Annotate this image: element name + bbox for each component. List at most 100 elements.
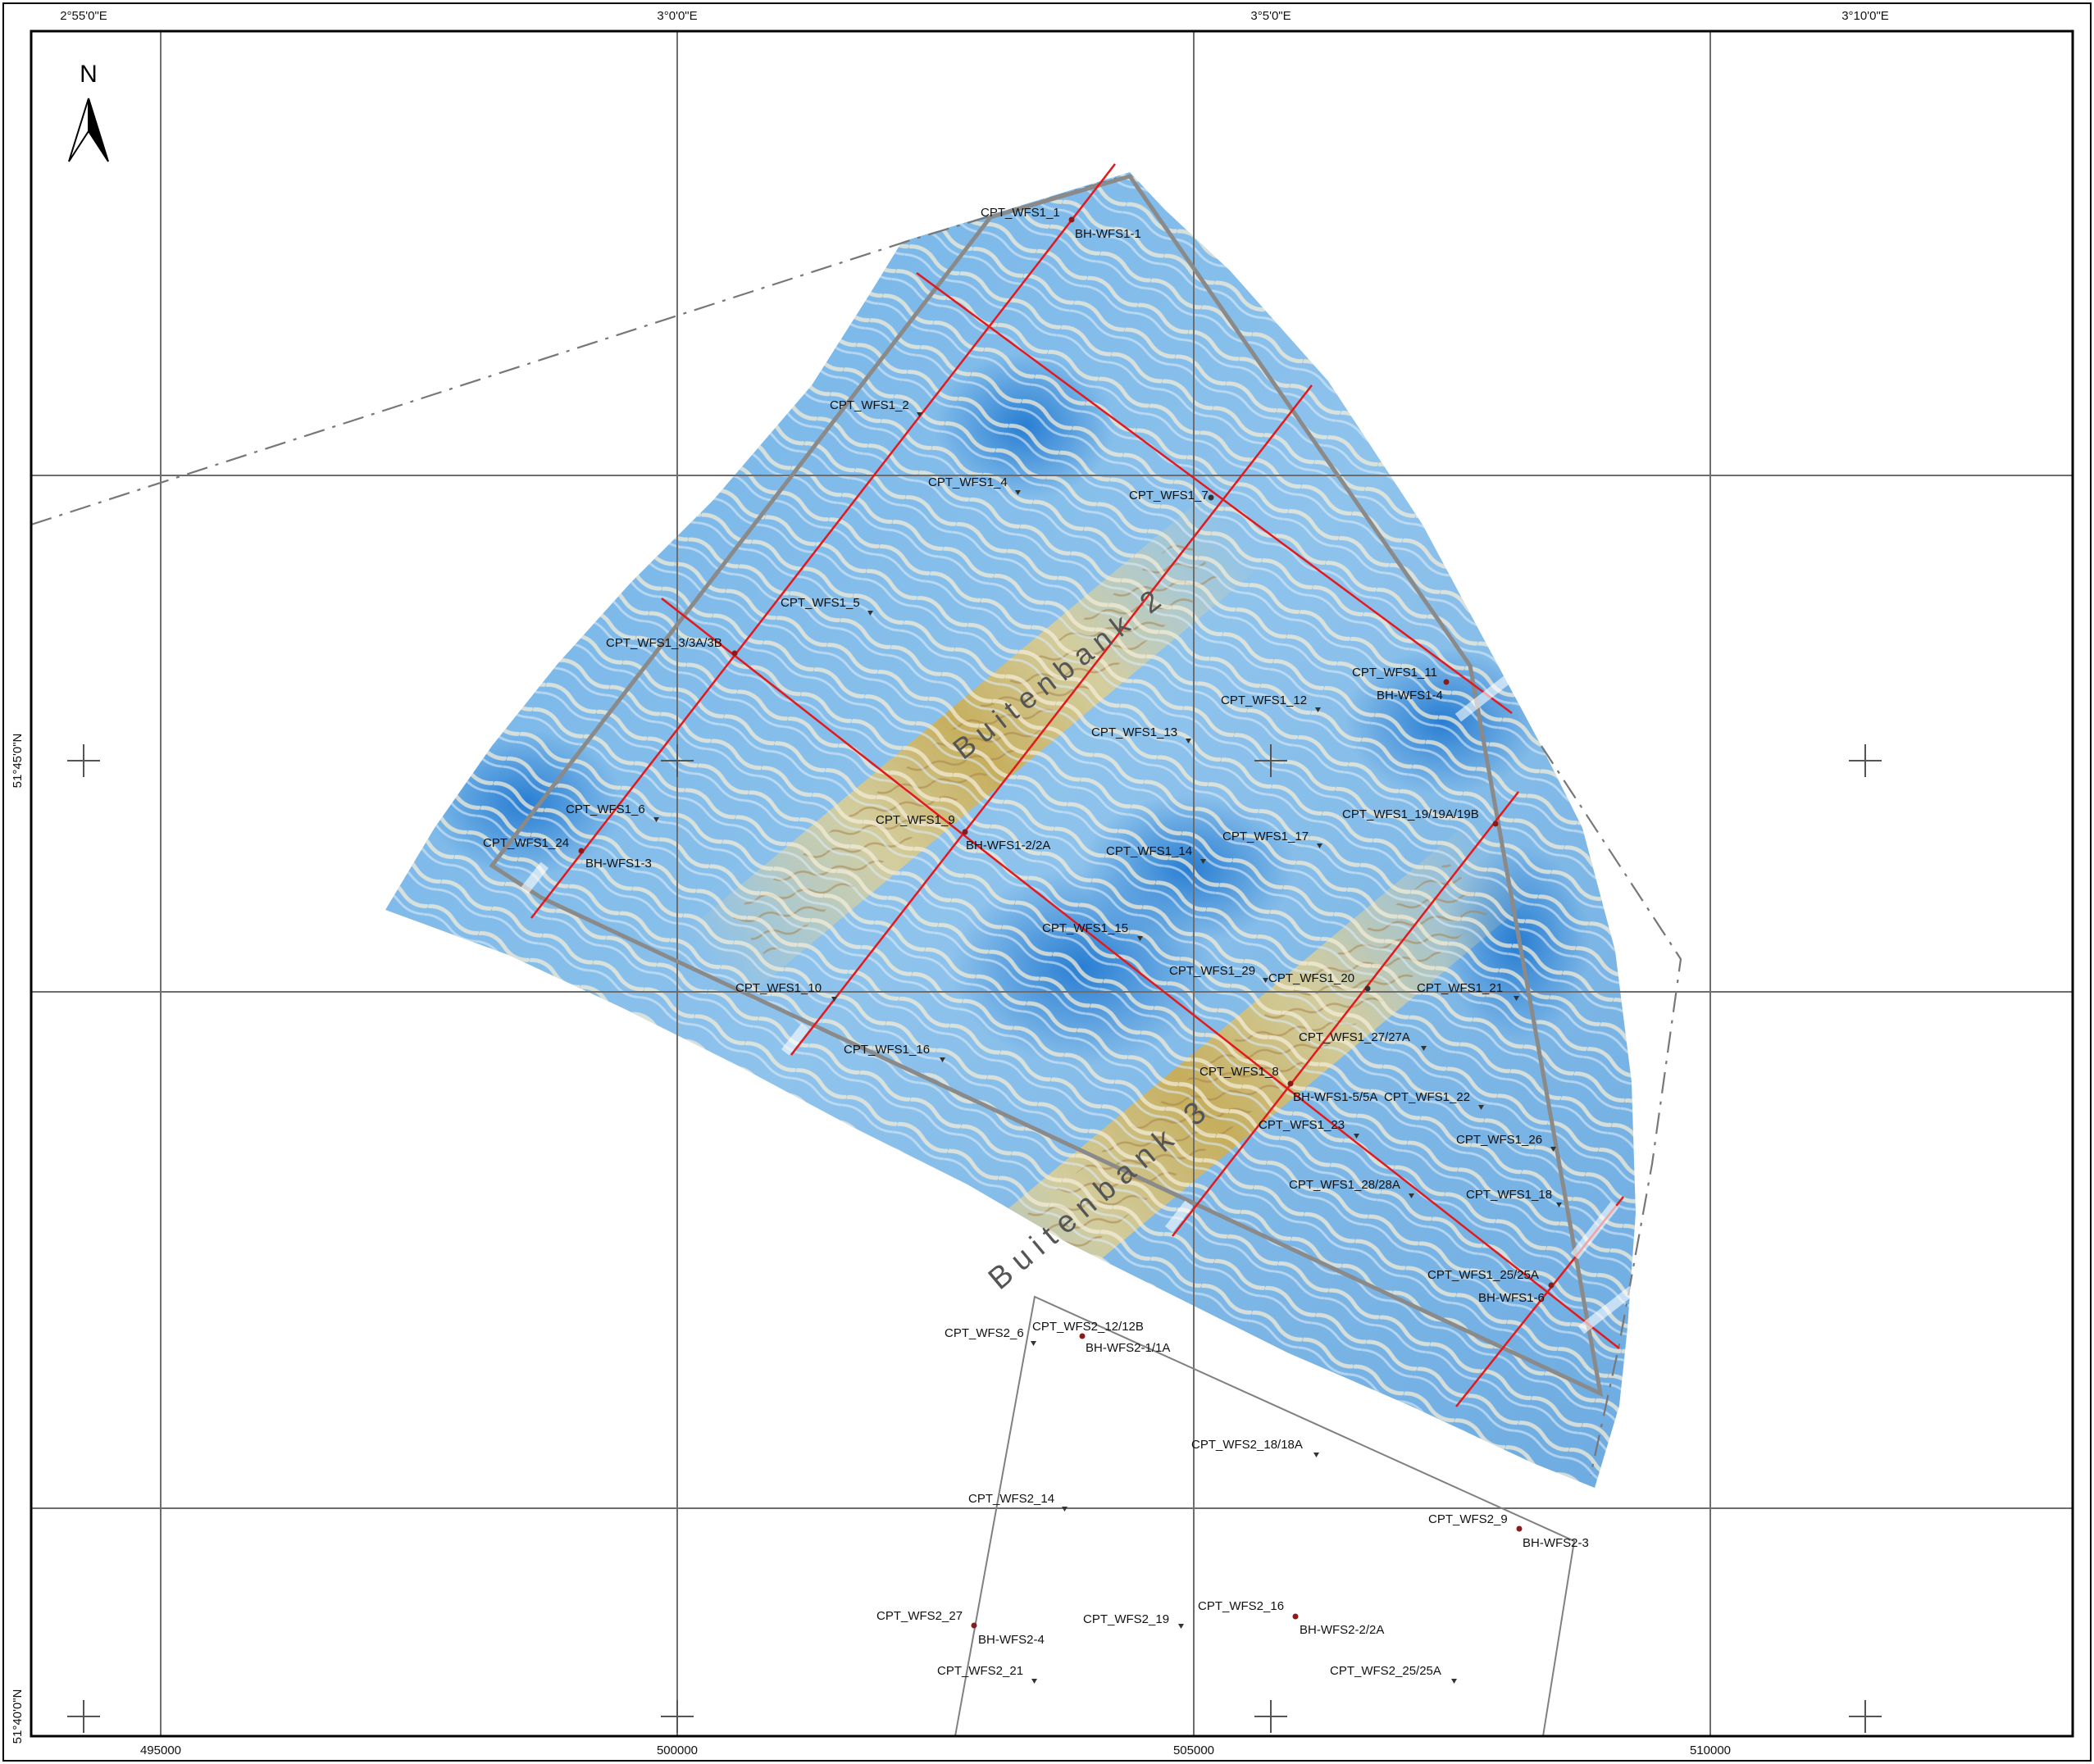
cpt-marker (1031, 1679, 1037, 1684)
point-label: BH-WFS2-1/1A (1086, 1341, 1170, 1355)
point-label: CPT_WFS1_21 (1417, 981, 1503, 995)
point-label: BH-WFS1-4 (1377, 689, 1443, 702)
lat-label: 51°40'0"N (11, 1689, 25, 1744)
cpt-marker (1200, 859, 1206, 864)
point-label: CPT_WFS1_9 (876, 813, 955, 827)
point-label: CPT_WFS1_6 (566, 802, 645, 816)
cpt-marker (917, 412, 922, 417)
point-label: CPT_WFS1_7 (1129, 489, 1209, 502)
graticule-cross (67, 1700, 100, 1733)
point-label: CPT_WFS1_17 (1222, 830, 1309, 843)
graticule-cross (661, 744, 694, 777)
point-label: CPT_WFS2_27 (876, 1609, 963, 1623)
cpt-marker (831, 997, 837, 1002)
line-tag (520, 862, 549, 894)
map-grid (31, 31, 2073, 1736)
point-label: CPT_WFS1_19/19A/19B (1342, 807, 1479, 821)
bh-marker (1287, 1080, 1294, 1087)
cpt-marker (1556, 1203, 1562, 1207)
north-arrow-icon (68, 98, 89, 162)
wfs2-boundary (954, 1295, 1576, 1737)
cpt-marker (1313, 1453, 1319, 1457)
cpt-marker (653, 817, 659, 822)
survey-line (530, 163, 1116, 919)
point-label: BH-WFS2-4 (978, 1633, 1045, 1647)
line-tag (1577, 1285, 1637, 1334)
point-label: CPT_WFS1_24 (483, 836, 569, 850)
survey-line (916, 271, 1513, 715)
cpt-marker (867, 611, 873, 616)
bh-marker (1548, 1282, 1555, 1289)
cpt-marker (1263, 978, 1268, 983)
easting-label: 495000 (140, 1744, 181, 1757)
point-label: BH-WFS2-2/2A (1300, 1623, 1384, 1637)
lat-label: 51°45'0"N (11, 734, 25, 789)
point-label: CPT_WFS1_22 (1384, 1090, 1470, 1104)
easting-label: 505000 (1173, 1744, 1214, 1757)
graticule-cross (1849, 1700, 1882, 1733)
point-label: BH-WFS1-3 (585, 857, 652, 871)
north-arrow: N (68, 61, 109, 162)
point-label: CPT_WFS1_25/25A (1427, 1268, 1539, 1282)
point-label: BH-WFS1-1 (1075, 227, 1141, 241)
point-label: CPT_WFS1_8 (1199, 1065, 1279, 1079)
point-label: CPT_WFS1_2 (830, 398, 909, 412)
point-label: CPT_WFS2_21 (937, 1664, 1023, 1678)
cpt-marker (1315, 707, 1321, 712)
cpt-marker (1451, 1679, 1457, 1684)
point-label: CPT_WFS2_6 (945, 1326, 1024, 1340)
cpt-markers (578, 216, 1562, 1684)
graticule-cross (661, 1700, 694, 1733)
point-label: CPT_WFS2_25/25A (1330, 1664, 1441, 1678)
point-label: CPT_WFS2_19 (1083, 1612, 1169, 1626)
easting-label: 510000 (1690, 1744, 1731, 1757)
cpt-marker (1137, 936, 1143, 941)
bh-marker (731, 650, 738, 657)
bh-marker (1079, 1333, 1086, 1339)
point-label: CPT_WFS1_14 (1106, 844, 1192, 858)
point-label: CPT_WFS2_14 (968, 1492, 1054, 1506)
bh-marker (1292, 1613, 1299, 1620)
survey-line-tags (520, 673, 1637, 1334)
cpt-marker (1062, 1507, 1067, 1512)
north-arrow-fill (88, 98, 109, 162)
point-label: CPT_WFS1_16 (844, 1043, 930, 1057)
graticule-cross (1254, 1700, 1287, 1733)
point-label: CPT_WFS1_18 (1466, 1188, 1552, 1202)
point-label: BH-WFS1-6 (1478, 1291, 1545, 1305)
point-label: CPT_WFS1_3/3A/3B (606, 636, 722, 650)
point-label: CPT_WFS1_28/28A (1289, 1178, 1400, 1192)
point-label: CPT_WFS1_4 (928, 475, 1008, 489)
line-tag (781, 1023, 810, 1056)
survey-line (790, 384, 1313, 1056)
north-label: N (80, 61, 98, 88)
lon-label: 3°5'0"E (1250, 9, 1291, 23)
cpt-marker (1421, 1046, 1427, 1051)
graticule-crosses (67, 744, 1882, 1733)
cpt-marker (1317, 843, 1322, 848)
point-label: CPT_WFS1_12 (1221, 693, 1307, 707)
cpt-marker (1186, 739, 1191, 743)
point-label: CPT_WFS1_29 (1169, 964, 1255, 978)
point-label: CPT_WFS1_15 (1042, 921, 1128, 935)
graticule-cross (1849, 744, 1882, 777)
bh-marker (971, 1622, 977, 1629)
easting-label: 500000 (657, 1744, 698, 1757)
point-label: CPT_WFS2_18/18A (1191, 1438, 1303, 1452)
cpt-marker (940, 1057, 945, 1062)
point-label: CPT_WFS1_27/27A (1299, 1030, 1410, 1044)
cpt-marker (1550, 1147, 1556, 1152)
point-label: CPT_WFS1_13 (1091, 725, 1177, 739)
cpt-marker (1514, 996, 1519, 1001)
point-label: CPT_WFS1_20 (1268, 971, 1354, 985)
point-label: CPT_WFS2_12/12B (1032, 1320, 1144, 1334)
point-label: BH-WFS1-5/5A (1293, 1090, 1377, 1104)
bh-marker (1516, 1525, 1523, 1532)
cpt-marker (1478, 1105, 1484, 1110)
cpt-marker (1015, 490, 1021, 495)
cpt-marker (1364, 985, 1371, 992)
point-label: CPT_WFS1_23 (1259, 1118, 1345, 1132)
graticule-cross (67, 744, 100, 777)
